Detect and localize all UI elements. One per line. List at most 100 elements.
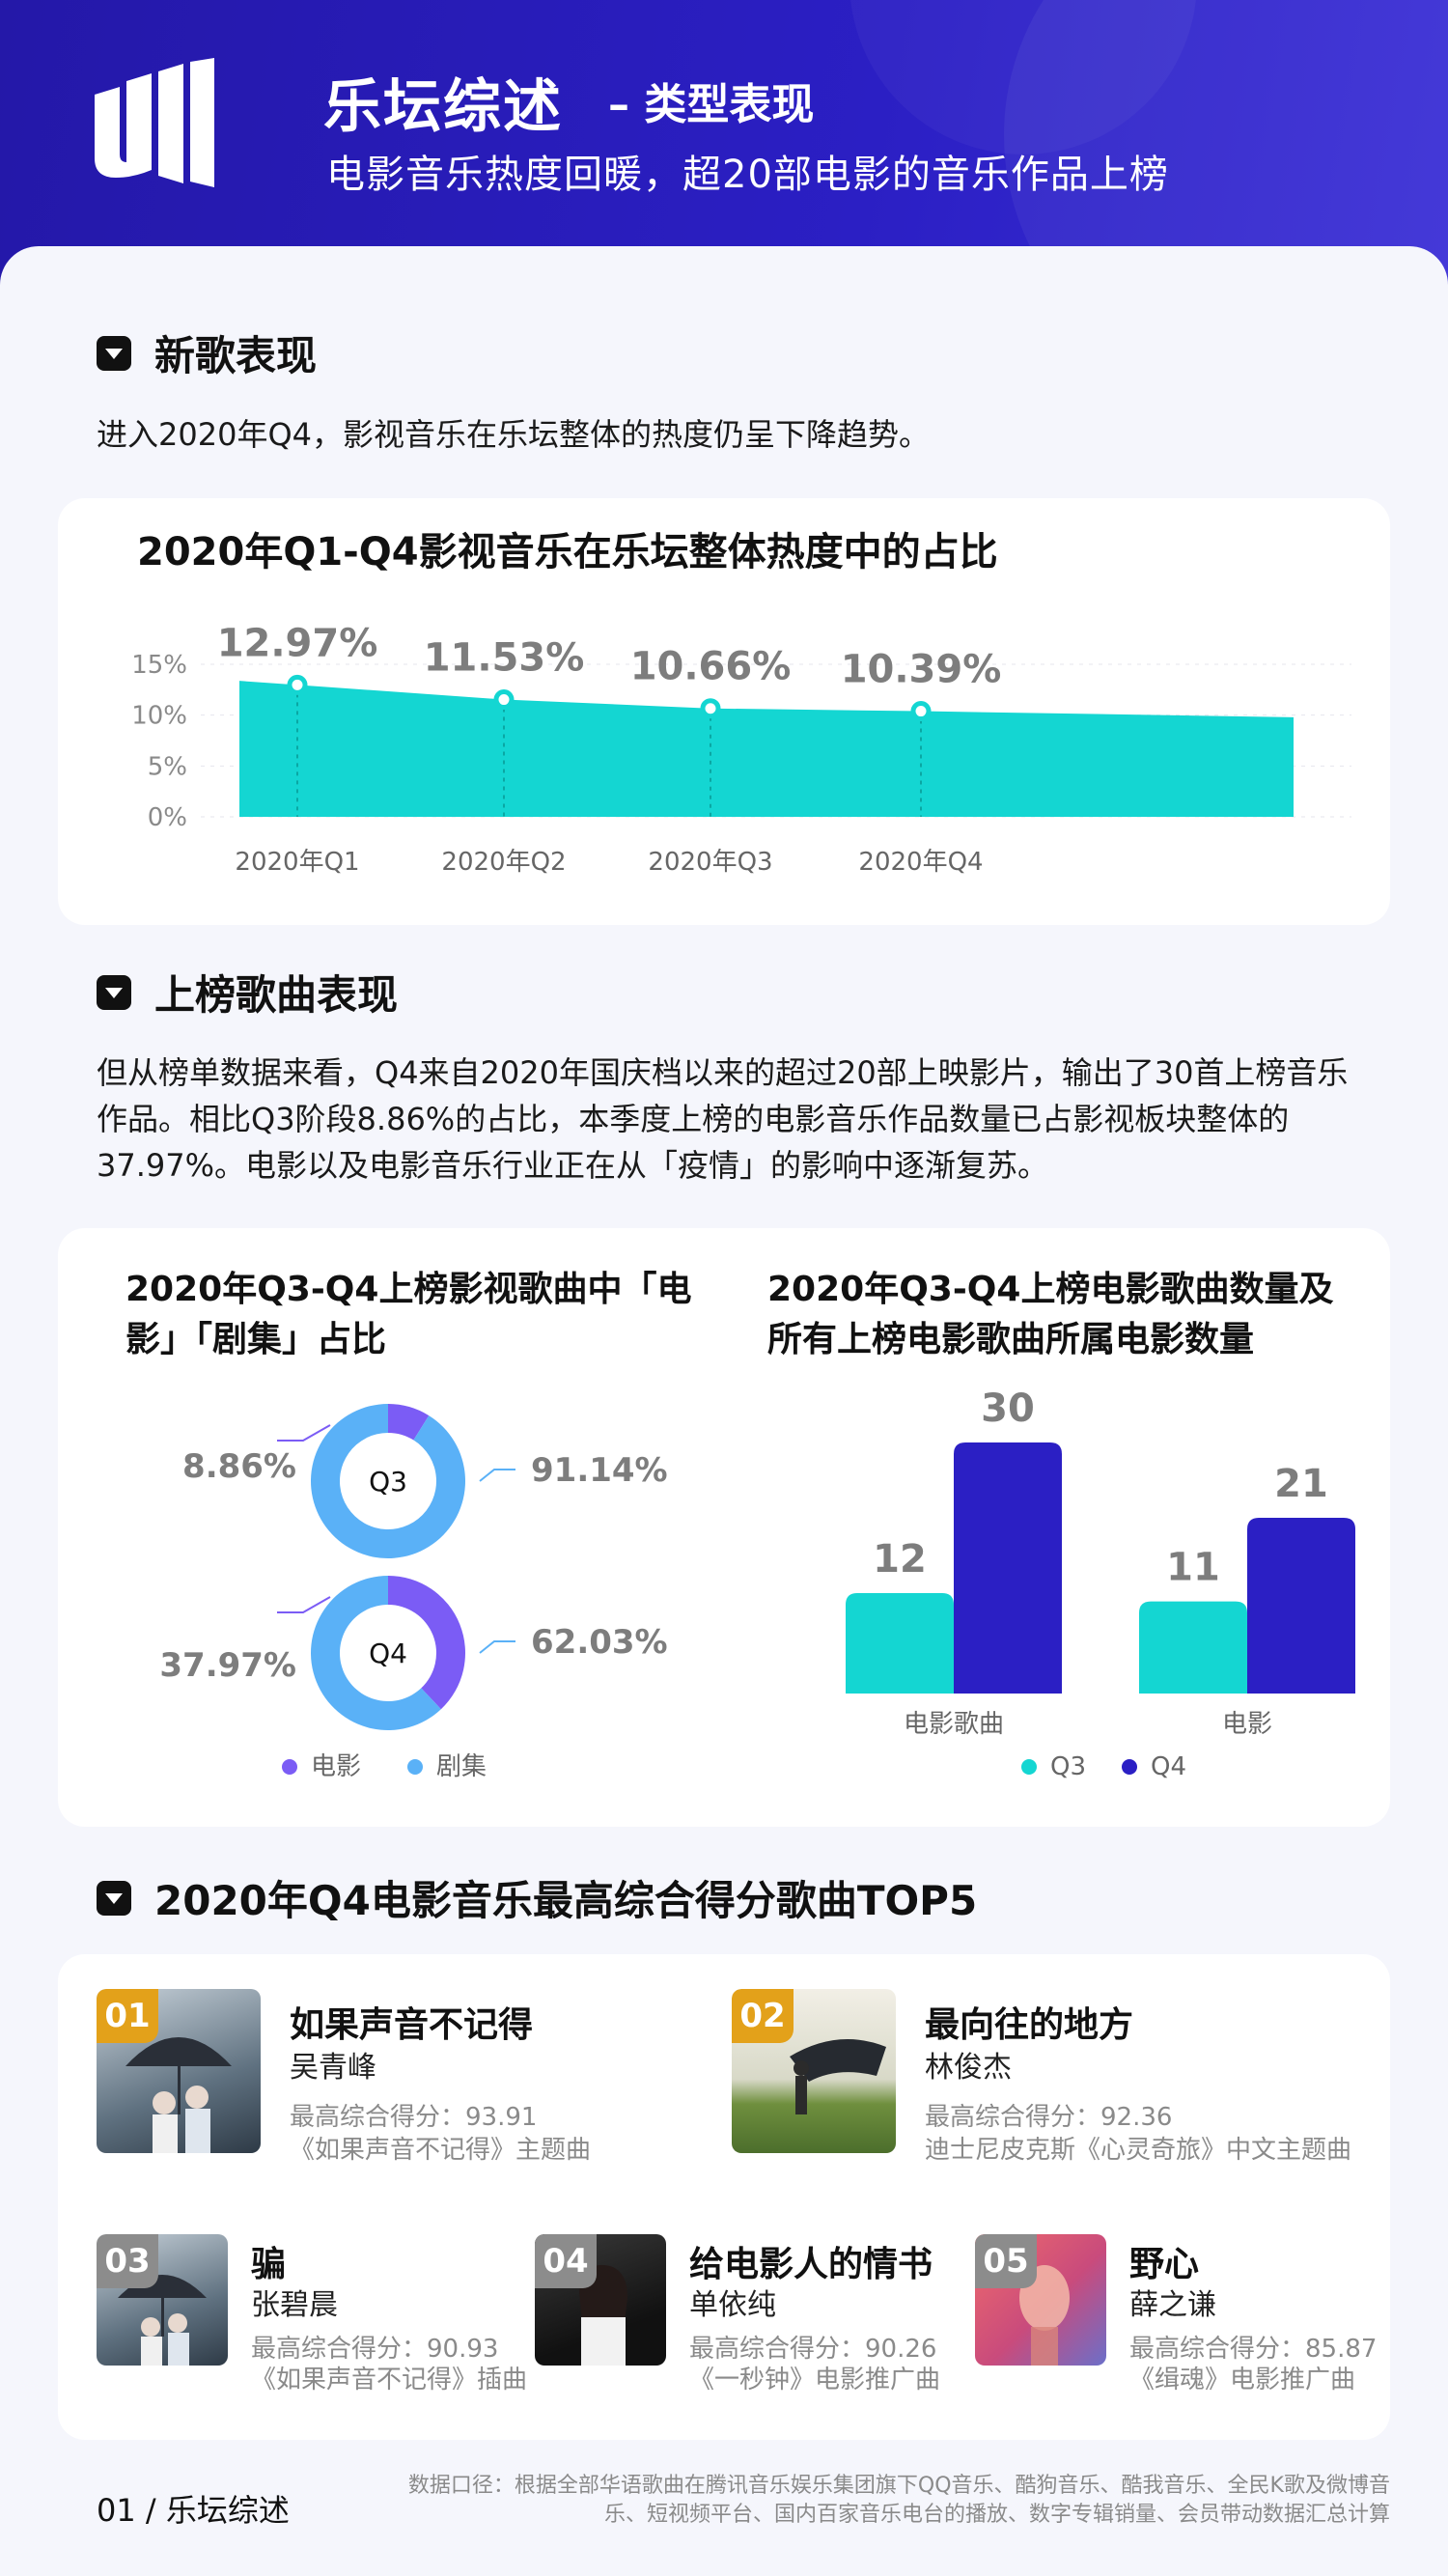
y-tick-label: 5% — [148, 752, 187, 781]
bar-value-label: 21 — [1274, 1462, 1328, 1506]
song-note: 《一秒钟》电影推广曲 — [689, 2366, 941, 2394]
song-item[interactable]: 04 给电影人的情书 单依纯 最高综合得分：90.26 《一秒钟》电影推广曲 — [535, 2234, 960, 2398]
legend-marker — [407, 1759, 423, 1775]
song-note: 《缉魂》电影推广曲 — [1129, 2366, 1356, 2394]
data-point — [700, 698, 721, 719]
rank-badge: 01 — [97, 1989, 158, 2043]
bar — [1247, 1518, 1355, 1694]
slice-label: 37.97% — [159, 1646, 296, 1685]
umbrella-icon — [125, 2037, 232, 2153]
song-item[interactable]: 03 骗 张碧晨 最高综合得分：90.93 《如果声音不记得》插曲 — [97, 2234, 527, 2398]
legend-label: Q3 — [1050, 1752, 1086, 1781]
song-artist: 林俊杰 — [925, 2051, 1012, 2085]
section-text: 但从榜单数据来看，Q4来自2020年国庆档以来的超过20部上映影片，输出了30首… — [97, 1054, 1349, 1184]
donut-center-label: Q4 — [369, 1638, 407, 1669]
album-cover: 05 — [975, 2234, 1106, 2366]
header-description: 电影音乐热度回暖，超20部电影的音乐作品上榜 — [326, 153, 1169, 197]
header-subtitle-tag: – 类型表现 — [608, 80, 815, 129]
album-cover: 03 — [97, 2234, 228, 2366]
song-score: 最高综合得分：93.91 — [290, 2103, 538, 2132]
rank-badge: 03 — [97, 2234, 158, 2288]
leader-line — [277, 1596, 331, 1613]
y-tick-label: 0% — [148, 803, 187, 832]
section-title-text: 新歌表现 — [154, 332, 318, 379]
song-note: 《如果声音不记得》插曲 — [251, 2366, 528, 2394]
bar — [1139, 1601, 1247, 1694]
area-chart: 0% 5% 10% 15% 12.97% 2020年Q1 11.53% 2020年Q2 10.6… — [131, 621, 1351, 877]
song-score: 最高综合得分：92.36 — [925, 2103, 1173, 2132]
donut-chart-title: 2020年Q3-Q4上榜影视歌曲中「电影」「剧集」占比 — [125, 1270, 692, 1359]
donut-slice — [388, 1576, 466, 1710]
rank-badge: 02 — [732, 1989, 794, 2043]
umbrella-icon — [118, 2275, 207, 2366]
bar-value-label: 30 — [981, 1386, 1035, 1431]
song-score: 最高综合得分：90.26 — [689, 2335, 937, 2364]
song-item[interactable]: 05 野心 薛之谦 最高综合得分：85.87 《缉魂》电影推广曲 — [975, 2234, 1380, 2398]
section-title-text: 上榜歌曲表现 — [154, 971, 399, 1019]
song-name: 如果声音不记得 — [290, 2005, 534, 2045]
legend-marker — [282, 1759, 297, 1775]
slice-label: 62.03% — [531, 1623, 668, 1662]
rank-badge: 05 — [975, 2234, 1037, 2288]
top5-card: 01 如果声音不记得 吴青峰 最高综合得分：93.91 《如果声音不记得》主题曲… — [58, 1954, 1390, 2440]
donut-slice — [311, 1576, 441, 1730]
x-tick-label: 2020年Q2 — [441, 848, 566, 877]
data-point — [910, 701, 932, 722]
data-point — [493, 689, 515, 711]
page-header: 乐坛综述 – 类型表现 电影音乐热度回暖，超20部电影的音乐作品上榜 — [0, 0, 1448, 290]
legend-label: Q4 — [1151, 1752, 1186, 1781]
data-label: 10.39% — [841, 648, 1002, 692]
rank-badge: 04 — [535, 2234, 597, 2288]
chart-card-donut-bar: 2020年Q3-Q4上榜影视歌曲中「电影」「剧集」占比 2020年Q3-Q4上榜… — [58, 1228, 1390, 1827]
song-item[interactable]: 02 最向往的地方 林俊杰 最高综合得分：92.36 迪士尼皮克斯《心灵奇旅》中… — [732, 1989, 1369, 2165]
x-tick-label: 电影 — [1222, 1710, 1272, 1739]
section-title-new-songs: 新歌表现 — [97, 323, 317, 382]
y-tick-label: 10% — [131, 702, 187, 731]
song-artist: 薛之谦 — [1129, 2288, 1216, 2322]
song-name: 骗 — [251, 2245, 287, 2284]
data-label: 12.97% — [217, 621, 378, 665]
x-tick-label: 2020年Q3 — [648, 848, 772, 877]
data-point — [287, 674, 308, 695]
page-indicator: 01 / 乐坛综述 — [97, 2492, 290, 2529]
donut-chart: Q3 8.86% 91.14% Q4 37.97% 62.03% 电影 剧集 — [159, 1404, 668, 1781]
leader-line — [479, 1640, 515, 1654]
song-item[interactable]: 01 如果声音不记得 吴青峰 最高综合得分：93.91 《如果声音不记得》主题曲 — [97, 1989, 695, 2165]
song-note: 迪士尼皮克斯《心灵奇旅》中文主题曲 — [925, 2136, 1352, 2165]
figure-icon — [790, 2039, 886, 2114]
x-tick-label: 2020年Q4 — [858, 848, 983, 877]
song-artist: 单依纯 — [689, 2288, 776, 2322]
song-score: 最高综合得分：90.93 — [251, 2335, 499, 2364]
header-decoration — [1004, 0, 1448, 290]
section-title-text: 2020年Q4电影音乐最高综合得分歌曲TOP5 — [154, 1877, 978, 1924]
song-artist: 吴青峰 — [290, 2051, 376, 2085]
donut-slice — [388, 1404, 430, 1441]
area-series — [239, 681, 1294, 817]
song-name: 最向往的地方 — [925, 2005, 1134, 2045]
song-name: 野心 — [1129, 2245, 1200, 2284]
x-tick-label: 电影歌曲 — [904, 1710, 1004, 1739]
bar-chart-title: 2020年Q3-Q4上榜电影歌曲数量及所有上榜电影歌曲所属电影数量 — [767, 1270, 1334, 1359]
uni-logo — [95, 58, 214, 187]
caret-down-icon — [97, 1880, 131, 1916]
bar — [846, 1593, 954, 1694]
album-cover: 04 — [535, 2234, 666, 2366]
legend-label: 电影 — [311, 1752, 361, 1781]
chart-card-area: 2020年Q1-Q4影视音乐在乐坛整体热度中的占比 0% 5% 10% 15% 12.9… — [58, 498, 1390, 925]
slice-label: 8.86% — [182, 1447, 296, 1486]
legend-label: 剧集 — [436, 1752, 487, 1781]
legend-marker — [1122, 1759, 1137, 1775]
data-source-note: 数据口径：根据全部华语歌曲在腾讯音乐娱乐集团旗下QQ音乐、酷狗音乐、酷我音乐、全… — [407, 2474, 1390, 2527]
section-title-top5: 2020年Q4电影音乐最高综合得分歌曲TOP5 — [97, 1868, 977, 1927]
donut-center-label: Q3 — [369, 1466, 407, 1498]
data-label: 10.66% — [630, 645, 792, 689]
legend-marker — [1021, 1759, 1037, 1775]
bar-value-label: 11 — [1166, 1546, 1220, 1590]
song-note: 《如果声音不记得》主题曲 — [290, 2136, 592, 2165]
donut-slice — [311, 1404, 465, 1558]
slice-label: 91.14% — [531, 1451, 668, 1490]
caret-down-icon — [97, 974, 131, 1010]
bar-value-label: 12 — [873, 1537, 927, 1582]
bar-chart: 12 30 电影歌曲 11 21 电影 Q3 Q4 — [846, 1386, 1355, 1781]
leader-line — [479, 1469, 515, 1482]
